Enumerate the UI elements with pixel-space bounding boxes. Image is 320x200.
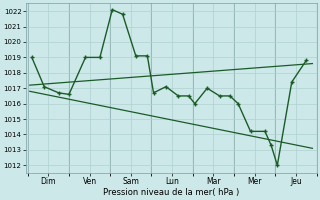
X-axis label: Pression niveau de la mer( hPa ): Pression niveau de la mer( hPa ) <box>103 188 239 197</box>
